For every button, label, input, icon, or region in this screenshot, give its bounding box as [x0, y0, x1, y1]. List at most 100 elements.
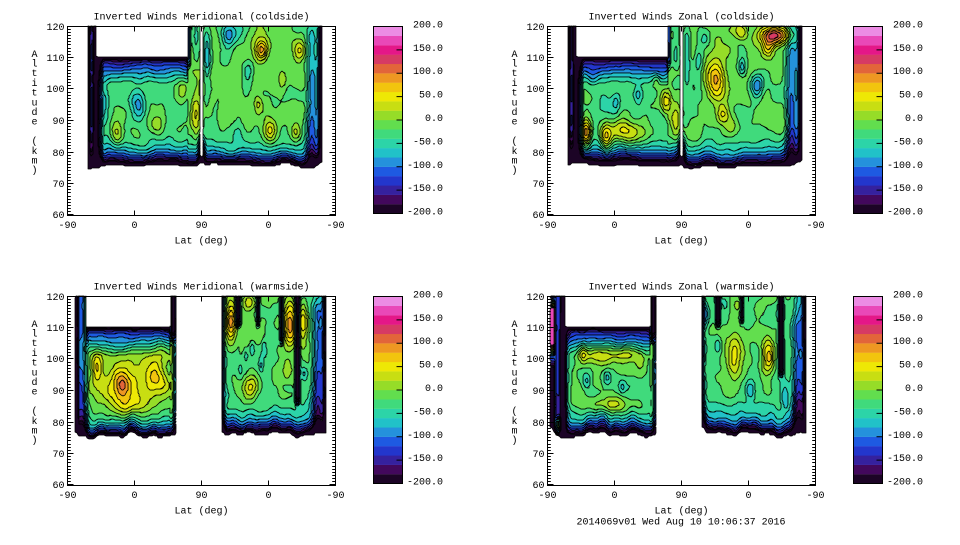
svg-text:-100.0: -100.0 — [407, 431, 443, 442]
svg-text:-100.0: -100.0 — [887, 431, 923, 442]
svg-text:k: k — [31, 146, 37, 158]
svg-text:i: i — [511, 348, 517, 360]
svg-text:0.0: 0.0 — [425, 384, 443, 395]
svg-text:-90: -90 — [326, 491, 344, 502]
svg-text:d: d — [511, 107, 517, 119]
svg-text:50.0: 50.0 — [419, 361, 443, 372]
svg-text:0: 0 — [265, 491, 271, 502]
svg-text:0: 0 — [745, 491, 751, 502]
svg-text:-50.0: -50.0 — [413, 407, 443, 418]
svg-text:d: d — [31, 107, 37, 119]
svg-text:): ) — [31, 435, 37, 447]
svg-text:t: t — [511, 339, 517, 350]
svg-text:80: 80 — [52, 149, 64, 160]
svg-text:100: 100 — [526, 85, 544, 96]
svg-text:t: t — [31, 89, 37, 100]
svg-text:m: m — [31, 427, 37, 438]
svg-text:0.0: 0.0 — [905, 114, 923, 125]
svg-text:u: u — [511, 368, 517, 379]
svg-text:Inverted Winds Meridional (col: Inverted Winds Meridional (coldside) — [93, 12, 309, 24]
svg-text:-200.0: -200.0 — [887, 208, 923, 219]
svg-text:u: u — [31, 368, 37, 379]
svg-text:-100.0: -100.0 — [887, 161, 923, 172]
svg-text:k: k — [511, 146, 517, 158]
svg-text:t: t — [511, 359, 517, 370]
svg-text:120: 120 — [526, 23, 544, 34]
svg-text:100: 100 — [46, 85, 64, 96]
svg-text:0: 0 — [745, 221, 751, 232]
svg-text:70: 70 — [52, 450, 64, 461]
svg-text:50.0: 50.0 — [899, 91, 923, 102]
svg-text:60: 60 — [52, 211, 64, 222]
svg-text:d: d — [511, 377, 517, 389]
svg-text:150.0: 150.0 — [893, 44, 923, 55]
svg-text:Lat (deg): Lat (deg) — [654, 506, 708, 518]
svg-text:-150.0: -150.0 — [887, 184, 923, 195]
svg-text:80: 80 — [52, 419, 64, 430]
svg-text:200.0: 200.0 — [893, 291, 923, 302]
svg-text:): ) — [511, 435, 517, 447]
svg-text:70: 70 — [532, 450, 544, 461]
svg-text:-90: -90 — [58, 491, 76, 502]
svg-text:A: A — [511, 320, 517, 331]
svg-text:t: t — [31, 339, 37, 350]
svg-text:90: 90 — [532, 387, 544, 398]
svg-text:110: 110 — [526, 324, 544, 335]
svg-text:u: u — [511, 98, 517, 109]
svg-text:t: t — [31, 69, 37, 80]
svg-text:Inverted Winds Zonal (warmside: Inverted Winds Zonal (warmside) — [588, 282, 774, 294]
svg-text:90: 90 — [52, 387, 64, 398]
svg-text:60: 60 — [532, 211, 544, 222]
svg-text:(: ( — [511, 406, 517, 418]
svg-text:-90: -90 — [326, 221, 344, 232]
svg-text:-50.0: -50.0 — [893, 137, 923, 148]
svg-text:150.0: 150.0 — [413, 44, 443, 55]
svg-text:110: 110 — [46, 324, 64, 335]
svg-text:A: A — [511, 50, 517, 61]
svg-text:(: ( — [511, 136, 517, 148]
svg-text:50.0: 50.0 — [899, 361, 923, 372]
svg-text:90: 90 — [195, 491, 207, 502]
svg-text:2014069v01 Wed Aug 10 10:06:37: 2014069v01 Wed Aug 10 10:06:37 2016 — [577, 517, 786, 529]
svg-text:120: 120 — [526, 293, 544, 304]
svg-text:l: l — [511, 329, 517, 341]
svg-text:A: A — [31, 50, 37, 61]
svg-text:110: 110 — [46, 54, 64, 65]
svg-text:50.0: 50.0 — [419, 91, 443, 102]
svg-text:i: i — [511, 78, 517, 90]
svg-text:90: 90 — [52, 117, 64, 128]
svg-text:90: 90 — [195, 221, 207, 232]
svg-text:-200.0: -200.0 — [407, 478, 443, 489]
svg-text:i: i — [31, 348, 37, 360]
svg-text:90: 90 — [532, 117, 544, 128]
svg-text:-90: -90 — [806, 491, 824, 502]
svg-text:l: l — [31, 59, 37, 71]
svg-text:-150.0: -150.0 — [407, 454, 443, 465]
svg-text:0: 0 — [611, 221, 617, 232]
svg-text:k: k — [31, 416, 37, 428]
svg-text:100.0: 100.0 — [893, 337, 923, 348]
svg-text:0.0: 0.0 — [425, 114, 443, 125]
svg-text:e: e — [31, 118, 37, 129]
svg-text:0: 0 — [265, 221, 271, 232]
svg-text:100.0: 100.0 — [893, 67, 923, 78]
svg-text:-50.0: -50.0 — [413, 137, 443, 148]
svg-text:Inverted Winds Meridional (war: Inverted Winds Meridional (warmside) — [93, 282, 309, 294]
svg-text:t: t — [511, 69, 517, 80]
svg-text:e: e — [511, 388, 517, 399]
svg-text:120: 120 — [46, 23, 64, 34]
svg-text:0.0: 0.0 — [905, 384, 923, 395]
svg-text:l: l — [31, 329, 37, 341]
svg-text:80: 80 — [532, 149, 544, 160]
svg-text:-150.0: -150.0 — [887, 454, 923, 465]
svg-text:-90: -90 — [58, 221, 76, 232]
svg-text:): ) — [511, 165, 517, 177]
svg-text:m: m — [511, 427, 517, 438]
svg-text:-200.0: -200.0 — [407, 208, 443, 219]
svg-text:90: 90 — [675, 221, 687, 232]
svg-text:100: 100 — [526, 355, 544, 366]
svg-text:Lat (deg): Lat (deg) — [174, 236, 228, 248]
svg-text:(: ( — [31, 136, 37, 148]
svg-text:-200.0: -200.0 — [887, 478, 923, 489]
svg-text:d: d — [31, 377, 37, 389]
